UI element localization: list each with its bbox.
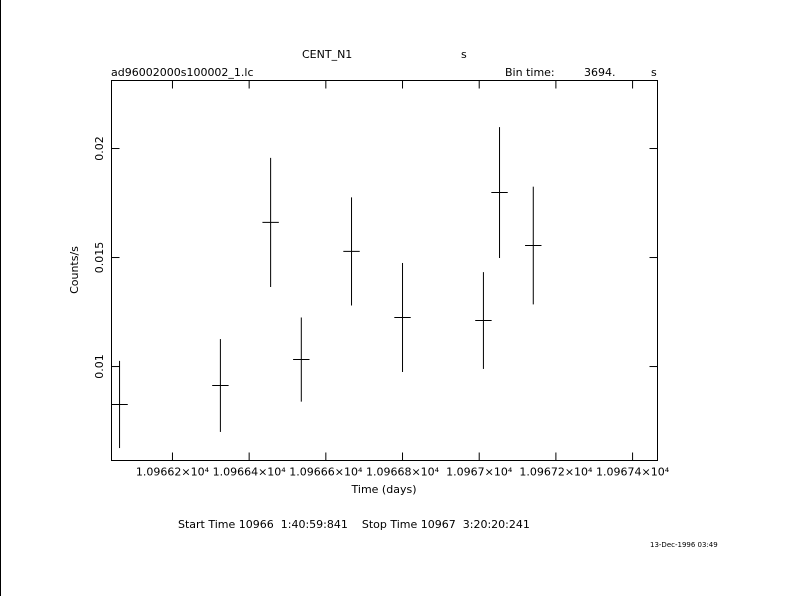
bin-value: 3694. bbox=[584, 66, 616, 79]
plot-frame bbox=[111, 80, 658, 461]
bin-label: Bin time: bbox=[505, 66, 555, 79]
object-unit: s bbox=[461, 48, 467, 61]
x-tick-label: 1.09672×10⁴ bbox=[519, 466, 593, 479]
x-tick-label: 1.09674×10⁴ bbox=[596, 466, 670, 479]
x-tick-label: 1.09666×10⁴ bbox=[289, 466, 363, 479]
y-tick-label: 0.02 bbox=[93, 136, 106, 161]
footer: Start Time 10966 1:40:59:841 Stop Time 1… bbox=[178, 518, 530, 531]
x-axis-label: Time (days) bbox=[351, 483, 417, 496]
file-name: ad96002000s100002_1.lc bbox=[111, 66, 254, 79]
x-tick-label: 1.0967×10⁴ bbox=[446, 466, 513, 479]
x-tick-label: 1.09664×10⁴ bbox=[213, 466, 287, 479]
y-tick-label: 0.015 bbox=[93, 242, 106, 274]
bin-unit: s bbox=[651, 66, 657, 79]
x-tick-label: 1.09662×10⁴ bbox=[136, 466, 210, 479]
x-tick-label: 1.09668×10⁴ bbox=[366, 466, 440, 479]
timestamp: 13-Dec-1996 03:49 bbox=[650, 541, 718, 549]
object-name: CENT_N1 bbox=[302, 48, 352, 61]
y-axis-label: Counts/s bbox=[68, 246, 81, 294]
y-tick-label: 0.01 bbox=[93, 354, 106, 379]
